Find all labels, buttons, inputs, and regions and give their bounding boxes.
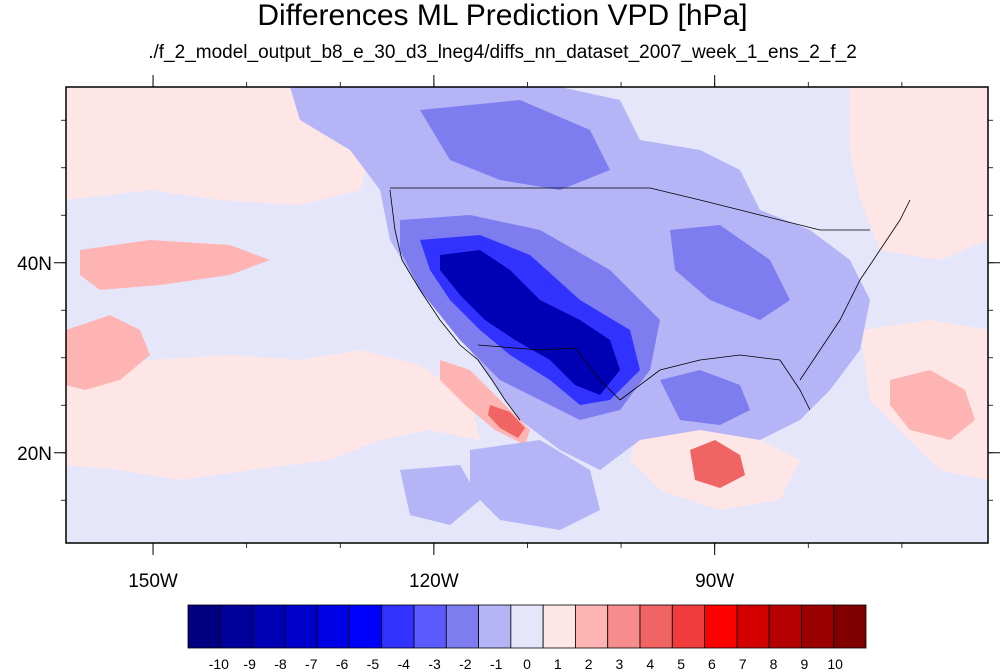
colorbar-swatch	[704, 604, 738, 649]
colorbar-swatch	[316, 604, 350, 649]
colorbar-swatch	[542, 604, 576, 649]
colorbar-label: 6	[708, 656, 716, 672]
colorbar-label: -10	[209, 656, 229, 672]
mexico-pacific-negative-region	[470, 440, 600, 530]
colorbar-label: -6	[336, 656, 349, 672]
atlantic-east-positive-region	[850, 87, 988, 260]
y-tick-label: 20N	[17, 444, 52, 465]
colorbar-swatch	[639, 604, 673, 649]
colorbar-swatch	[478, 604, 512, 649]
gulf-coast-line	[619, 354, 811, 411]
gulf-negative-region	[660, 370, 750, 425]
southwest-max-negative-region	[440, 250, 620, 395]
colorbar: -10 -9 -8 -7 -6 -5 -4 -3 -2 -1 0 1 2 3 4 5 6 7 8 9 10	[187, 604, 867, 672]
atlantic-positive-patch	[890, 370, 975, 440]
y-tick-label: 40N	[17, 254, 52, 275]
colorbar-swatch	[736, 604, 770, 649]
colorbar-swatch	[219, 604, 253, 649]
pacific-west-positive-patch	[66, 315, 150, 390]
colorbar-swatch	[801, 604, 835, 649]
axis-ticks: 150W 120W 90W 40N 20N	[17, 75, 1000, 592]
colorbar-label: 0	[523, 656, 531, 672]
colorbar-label: -4	[398, 656, 411, 672]
colorbar-swatch	[833, 604, 867, 649]
colorbar-label: -1	[490, 656, 503, 672]
map-frame	[65, 86, 989, 544]
coastline-boundaries	[389, 187, 911, 421]
midwest-negative-region	[670, 225, 790, 320]
colorbar-swatch	[187, 604, 221, 649]
pacific-coast-positive-patch	[488, 405, 525, 438]
colorbar-swatch	[575, 604, 609, 649]
colorbar-label: -7	[305, 656, 318, 672]
x-tick-label: 90W	[695, 571, 734, 592]
us-canada-border-line	[390, 187, 870, 231]
map-subtitle: ./f_2_model_output_b8_e_30_d3_lneg4/diff…	[148, 42, 857, 63]
colorbar-label: -5	[367, 656, 380, 672]
colorbar-label: -2	[459, 656, 472, 672]
positive-anomaly-fields	[66, 87, 988, 510]
colorbar-label: 10	[827, 656, 843, 672]
colorbar-label: -3	[428, 656, 441, 672]
northwest-negative-region	[420, 100, 610, 190]
colorbar-label: -9	[243, 656, 256, 672]
us-mexico-border-line	[477, 344, 621, 401]
map-plot-area	[66, 87, 988, 543]
colorbar-label: 7	[739, 656, 747, 672]
map-title: Differences ML Prediction VPD [hPa]	[257, 0, 748, 32]
colorbar-swatch	[349, 604, 383, 649]
us-east-coast-line	[799, 199, 911, 381]
pacific-central-positive-patch	[80, 240, 270, 290]
colorbar-swatch	[413, 604, 447, 649]
pacific-subtropical-positive-region	[66, 350, 480, 480]
colorbar-swatch	[671, 604, 705, 649]
pacific-north-positive-region	[66, 87, 372, 205]
colorbar-label: 2	[585, 656, 593, 672]
colorbar-label: 3	[616, 656, 624, 672]
x-tick-label: 150W	[128, 571, 178, 592]
colorbar-swatch	[768, 604, 802, 649]
colorbar-swatch	[510, 604, 544, 649]
negative-anomaly-fields	[290, 87, 870, 530]
us-west-coast-line	[389, 189, 521, 421]
colorbar-swatch	[381, 604, 415, 649]
colorbar-swatch	[284, 604, 318, 649]
x-tick-label: 120W	[409, 571, 459, 592]
colorbar-label: -8	[274, 656, 287, 672]
colorbar-label: 9	[800, 656, 808, 672]
colorbar-label: 1	[554, 656, 562, 672]
colorbar-swatch	[607, 604, 641, 649]
colorbar-swatch	[252, 604, 286, 649]
pacific-south-negative-region	[400, 465, 480, 525]
gulf-of-honduras-positive-patch	[690, 440, 745, 488]
colorbar-label: 4	[646, 656, 654, 672]
colorbar-label: 8	[770, 656, 778, 672]
colorbar-swatch	[445, 604, 479, 649]
colorbar-label: 5	[677, 656, 685, 672]
